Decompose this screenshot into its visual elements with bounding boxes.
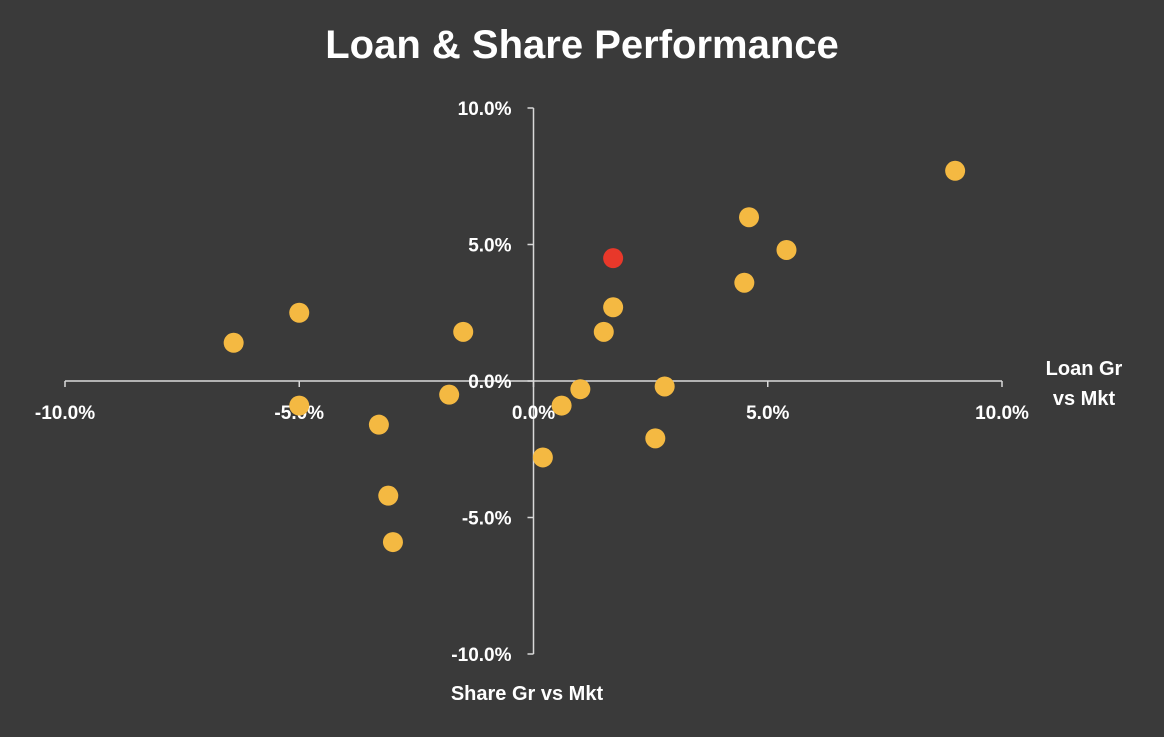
y-tick-label: 5.0%	[468, 236, 511, 257]
y-axis-label-line: Loan Gr	[1046, 358, 1123, 380]
data-point	[603, 297, 624, 318]
data-point	[439, 384, 460, 405]
data-point	[776, 239, 797, 260]
data-point	[532, 447, 553, 468]
highlighted-data-point	[603, 248, 624, 269]
data-point	[453, 321, 474, 342]
y-axis-ticks: -10.0% -5.0% 0.0% 5.0% 10.0%	[451, 99, 534, 666]
data-point	[739, 207, 760, 228]
data-point	[289, 395, 310, 416]
data-point	[382, 532, 403, 553]
data-point	[593, 321, 614, 342]
data-point	[378, 485, 399, 506]
y-axis-label-line: vs Mkt	[1053, 388, 1116, 410]
data-point	[654, 376, 675, 397]
x-tick-label: 0.0%	[512, 403, 555, 424]
x-axis-label: Share Gr vs Mkt	[451, 683, 604, 705]
x-tick-label: 5.0%	[746, 403, 789, 424]
data-point	[368, 414, 389, 435]
y-tick-label: -5.0%	[462, 509, 512, 530]
y-axis-label: Loan Gr vs Mkt	[1046, 358, 1123, 410]
data-point	[645, 428, 666, 449]
x-axis-ticks: -10.0%-5.0%0.0%5.0%10.0%	[35, 381, 1029, 424]
data-points	[223, 160, 966, 553]
data-point	[551, 395, 572, 416]
y-tick-label: 0.0%	[468, 372, 511, 393]
data-point	[289, 302, 310, 323]
x-tick-label: 10.0%	[975, 403, 1029, 424]
y-tick-label: -10.0%	[451, 645, 511, 666]
data-point	[570, 379, 591, 400]
data-point	[734, 272, 755, 293]
data-point	[945, 160, 966, 181]
chart-title: Loan & Share Performance	[325, 23, 839, 67]
x-tick-label: -10.0%	[35, 403, 95, 424]
data-point	[223, 332, 244, 353]
y-tick-label: 10.0%	[458, 99, 512, 120]
